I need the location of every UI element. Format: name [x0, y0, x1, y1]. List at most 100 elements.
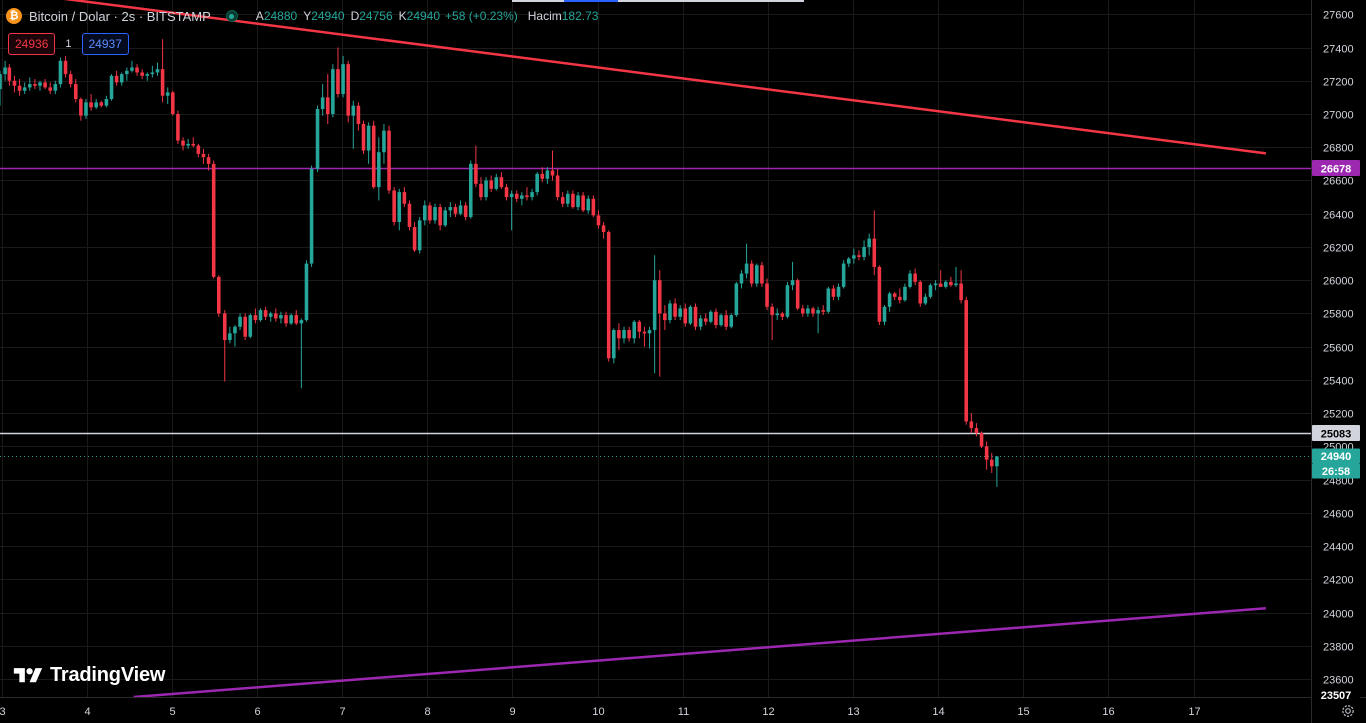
- candle-body: [979, 433, 984, 447]
- candle-body: [739, 273, 744, 284]
- candle-body: [99, 102, 104, 106]
- high-value: 24940: [311, 9, 345, 23]
- candle-body: [135, 67, 139, 73]
- candle-body: [114, 75, 119, 83]
- candle-body: [284, 315, 288, 324]
- candle-body: [683, 308, 688, 324]
- candle-body: [22, 87, 27, 91]
- candle-body: [145, 74, 150, 76]
- price-tick-label: 23600: [1323, 675, 1354, 687]
- gear-icon[interactable]: [1340, 703, 1356, 719]
- candle-body: [89, 102, 93, 108]
- candle-body: [331, 69, 335, 115]
- candle-body: [581, 195, 585, 211]
- candle-body: [806, 308, 810, 314]
- change-value: +58 (+0.23%): [445, 9, 518, 23]
- candle-body: [325, 97, 330, 115]
- open-value: 24880: [263, 9, 298, 23]
- price-tick-label: 27000: [1323, 110, 1354, 122]
- candle-body: [892, 293, 897, 297]
- chart-grid: [0, 0, 1311, 697]
- volume-value: 182.73: [561, 9, 599, 23]
- candle-body: [571, 193, 575, 208]
- candle-body: [969, 421, 974, 429]
- candle-body: [356, 105, 361, 124]
- candle-body: [402, 192, 407, 204]
- price-axis[interactable]: 2360023800240002420024400246002480025000…: [1311, 0, 1366, 723]
- candlestick-series: [0, 39, 999, 487]
- tradingview-logo[interactable]: TradingView: [12, 664, 165, 687]
- candle-body: [499, 177, 504, 188]
- candle-body: [652, 280, 657, 331]
- price-tick-label: 26200: [1323, 243, 1354, 255]
- candle-body: [795, 280, 800, 309]
- candle-body: [238, 316, 242, 327]
- candle-body: [933, 283, 938, 286]
- candle-body: [68, 74, 73, 85]
- price-tick-label: 25800: [1323, 309, 1354, 321]
- candle-body: [882, 306, 887, 322]
- open-label: A: [255, 9, 264, 23]
- candle-body: [33, 84, 37, 86]
- candle-body: [903, 286, 907, 301]
- candle-body: [877, 266, 882, 322]
- candle-body: [867, 238, 871, 247]
- candle-body: [923, 296, 928, 304]
- candle-body: [243, 316, 247, 337]
- candle-body: [417, 220, 422, 251]
- trendlines[interactable]: [23, 0, 1267, 699]
- candle-body: [611, 330, 616, 359]
- candle-body: [959, 283, 963, 301]
- candle-body: [918, 281, 923, 304]
- horizontal-levels: [0, 167, 1311, 457]
- candle-body: [622, 330, 626, 339]
- market-status-icon[interactable]: [225, 10, 238, 22]
- price-tick-label: 27600: [1323, 10, 1354, 22]
- candle-body: [468, 163, 473, 218]
- price-tick-label: 26800: [1323, 143, 1354, 155]
- candle-body: [233, 326, 237, 334]
- price-label-box: [1312, 160, 1360, 176]
- price-tick-label: 26400: [1323, 210, 1354, 222]
- candle-body: [268, 313, 273, 317]
- candle-body: [63, 60, 68, 75]
- symbol-title[interactable]: Bitcoin / Dolar · 2s · BITSTAMP: [29, 8, 211, 24]
- candle-body: [852, 255, 856, 259]
- time-tick-label: 6: [254, 706, 260, 718]
- price-label-text: 23507: [1321, 690, 1352, 702]
- candle-body: [770, 306, 774, 316]
- sell-button[interactable]: 24936: [8, 33, 56, 55]
- candle-body: [104, 99, 109, 106]
- price-label-text: 26:58: [1322, 466, 1350, 478]
- candle-body: [38, 82, 42, 86]
- candle-body: [898, 296, 902, 301]
- buy-button[interactable]: 24937: [81, 33, 129, 55]
- candle-body: [908, 273, 912, 287]
- candle-body: [397, 192, 402, 223]
- candle-body: [3, 67, 7, 75]
- candle-body: [755, 265, 759, 284]
- candle-body: [0, 74, 2, 90]
- price-tick-label: 24600: [1323, 509, 1354, 521]
- candle-body: [954, 283, 958, 286]
- candle-body: [377, 152, 381, 188]
- candle-body: [248, 315, 253, 337]
- candle-body: [43, 82, 47, 88]
- candle-body: [94, 102, 98, 108]
- candle-body: [263, 310, 268, 317]
- price-label-box: [1312, 463, 1360, 479]
- candle-body: [448, 207, 453, 211]
- time-tick-label: 14: [932, 706, 944, 718]
- time-axis[interactable]: 3 4 5 6 7 8 9 10 11 12 13 14 15 16 17: [0, 697, 1366, 719]
- candle-body: [130, 67, 134, 71]
- candle-body: [253, 315, 258, 321]
- candle-body: [453, 207, 458, 214]
- candle-body: [176, 114, 180, 141]
- order-quantity[interactable]: 1: [65, 38, 72, 50]
- candle-body: [222, 313, 227, 341]
- countdown-price-label: 26:58: [1312, 463, 1360, 479]
- candle-body: [79, 99, 83, 116]
- candle-body: [28, 84, 32, 88]
- candle-body: [831, 288, 836, 297]
